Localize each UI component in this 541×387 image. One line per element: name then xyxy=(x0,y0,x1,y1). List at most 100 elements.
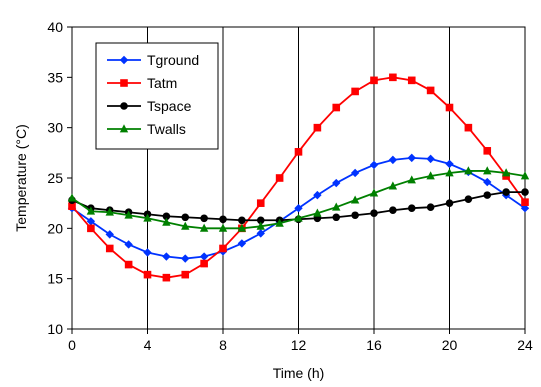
data-point xyxy=(199,252,209,261)
axes-layer: 10 15 20 25 30 35 40 0 4 8 12 16 20 24 xyxy=(47,19,533,353)
x-tick-label: 8 xyxy=(219,337,227,353)
data-point xyxy=(483,166,492,175)
data-point xyxy=(445,168,454,177)
data-point xyxy=(313,123,322,132)
data-point xyxy=(124,210,133,219)
x-axis-title: Time (h) xyxy=(273,365,325,381)
data-point xyxy=(218,223,228,232)
legend-label: Tground xyxy=(147,52,199,68)
data-point xyxy=(256,216,265,225)
data-point xyxy=(237,223,247,232)
legend-label: Tspace xyxy=(147,98,192,114)
data-point xyxy=(332,103,341,112)
data-point xyxy=(256,229,265,238)
data-point xyxy=(350,168,360,178)
data-point xyxy=(200,214,208,223)
data-point xyxy=(143,270,152,279)
data-point xyxy=(86,206,96,215)
data-point xyxy=(389,73,397,82)
data-point xyxy=(351,87,359,96)
data-point xyxy=(124,240,133,249)
data-point xyxy=(407,76,416,85)
data-point xyxy=(521,198,529,206)
data-point xyxy=(143,248,152,257)
legend-item-tspace: Tspace xyxy=(107,98,192,114)
data-point xyxy=(501,168,511,177)
data-point xyxy=(388,181,398,190)
data-point xyxy=(86,217,96,226)
legend-item-tatm: Tatm xyxy=(107,75,177,91)
data-point xyxy=(520,171,530,180)
data-point xyxy=(162,217,171,226)
legend-label: Twalls xyxy=(147,121,186,137)
data-point xyxy=(369,160,379,170)
data-point xyxy=(68,202,76,210)
y-tick-label: 40 xyxy=(47,19,63,35)
data-point xyxy=(124,260,133,269)
data-point xyxy=(464,166,473,175)
data-point xyxy=(313,208,322,217)
data-point xyxy=(162,252,171,261)
data-point xyxy=(502,188,510,196)
data-point xyxy=(370,76,378,85)
data-point xyxy=(105,230,114,239)
data-point xyxy=(369,188,379,197)
y-tick-label: 35 xyxy=(47,69,63,85)
data-point xyxy=(445,199,454,207)
y-tick-label: 15 xyxy=(47,271,63,287)
data-point xyxy=(238,216,246,225)
data-point xyxy=(294,148,303,156)
data-point xyxy=(464,123,473,132)
legend-label: Tatm xyxy=(147,75,177,91)
data-point xyxy=(332,202,341,211)
data-point xyxy=(237,239,247,248)
data-point xyxy=(67,193,77,202)
data-point xyxy=(294,213,303,222)
data-point xyxy=(426,154,435,164)
data-point xyxy=(105,207,114,216)
legend-swatch-marker xyxy=(119,55,129,65)
data-point xyxy=(445,159,454,169)
y-axis-title: Temperature (°C) xyxy=(13,124,29,232)
data-point xyxy=(162,273,171,282)
y-tick-label: 10 xyxy=(47,321,63,337)
data-point xyxy=(199,223,209,232)
y-tick-label: 30 xyxy=(47,120,63,136)
data-point xyxy=(483,147,492,155)
legend-items: Tground Tatm Tspace Twalls xyxy=(107,52,199,137)
data-point xyxy=(483,177,492,187)
data-point xyxy=(181,270,190,279)
data-point xyxy=(313,190,322,200)
legend-item-tground: Tground xyxy=(107,52,199,68)
data-point xyxy=(407,204,416,212)
data-point xyxy=(426,171,435,180)
x-tick-label: 4 xyxy=(144,337,152,353)
data-point xyxy=(370,209,378,218)
x-tick-label: 0 xyxy=(68,337,76,353)
data-point xyxy=(162,212,171,221)
data-point xyxy=(294,204,303,213)
data-point xyxy=(181,221,190,230)
legend-swatch-marker xyxy=(120,102,128,110)
x-tick-label: 16 xyxy=(366,337,382,353)
data-point xyxy=(350,195,360,204)
x-tick-label: 20 xyxy=(442,337,458,353)
x-tick-label: 12 xyxy=(291,337,307,353)
data-point xyxy=(105,244,114,253)
data-point xyxy=(521,188,529,196)
data-point xyxy=(445,103,454,112)
data-point xyxy=(200,259,208,268)
data-point xyxy=(351,211,359,220)
data-point xyxy=(426,86,435,95)
x-tick-label: 24 xyxy=(517,337,533,353)
data-point xyxy=(483,191,492,199)
data-point xyxy=(275,174,284,182)
data-point xyxy=(407,153,416,163)
data-point xyxy=(256,221,265,230)
data-point xyxy=(219,244,227,253)
data-point xyxy=(426,203,435,211)
data-point xyxy=(520,204,530,213)
data-point xyxy=(87,224,95,233)
